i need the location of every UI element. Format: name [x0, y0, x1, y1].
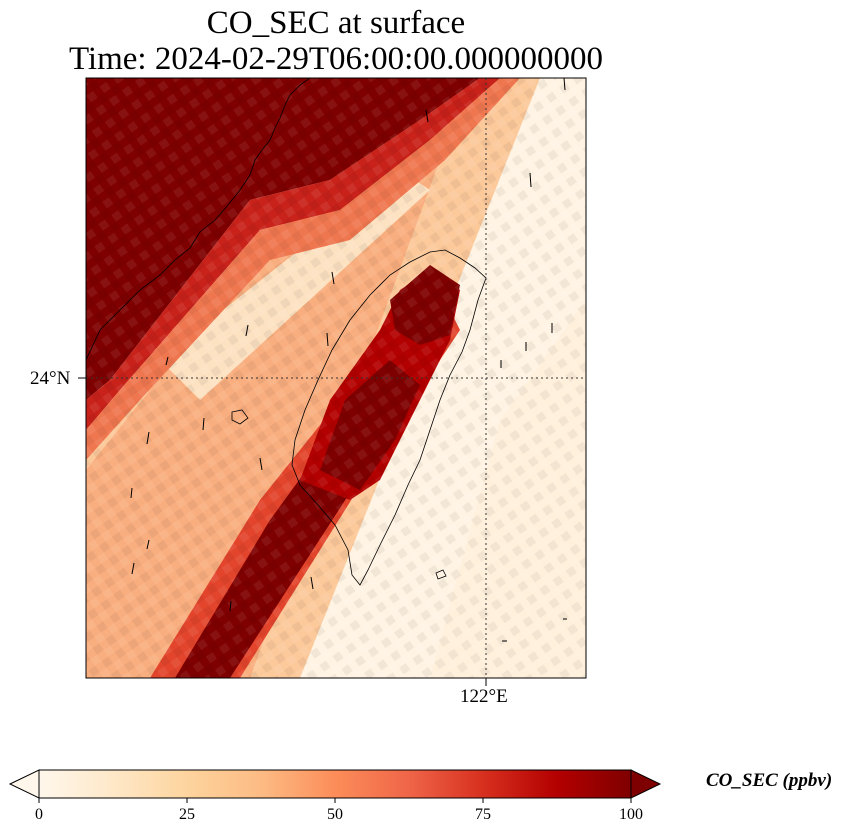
colorbar-extend-low	[8, 769, 40, 799]
colorbar-extend-high	[630, 769, 662, 799]
colorbar-gradient	[38, 769, 632, 799]
colorbar-tick-50: 50	[327, 806, 343, 823]
lat-tick-label: 24°N	[30, 368, 71, 389]
colorbar-tick-75: 75	[475, 806, 491, 823]
colorbar-label: CO_SEC (ppbv)	[706, 770, 833, 791]
colorbar	[8, 769, 662, 803]
lon-tick-label: 122°E	[460, 686, 508, 707]
coastline	[86, 78, 487, 586]
colorbar-tick-100: 100	[619, 806, 643, 823]
colorbar-tick-0: 0	[35, 806, 43, 823]
gridlines	[86, 78, 586, 678]
wind-vectors	[130, 77, 567, 642]
map-plot	[78, 77, 587, 686]
colorbar-tick-25: 25	[179, 806, 195, 823]
title-line-1: CO_SEC at surface	[206, 5, 466, 41]
title-line-2: Time: 2024-02-29T06:00:00.000000000	[68, 41, 604, 77]
